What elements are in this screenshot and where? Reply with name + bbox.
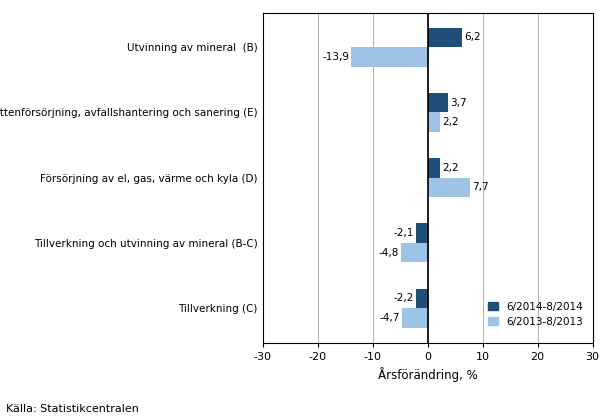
- Text: 6,2: 6,2: [464, 32, 481, 42]
- Bar: [428, 28, 462, 47]
- Bar: [428, 158, 440, 178]
- Text: -2,1: -2,1: [393, 228, 414, 238]
- Text: 7,7: 7,7: [472, 182, 489, 192]
- Text: -13,9: -13,9: [322, 52, 349, 62]
- Bar: [351, 47, 428, 67]
- Bar: [428, 93, 448, 112]
- Bar: [428, 112, 440, 132]
- Legend: 6/2014-8/2014, 6/2013-8/2013: 6/2014-8/2014, 6/2013-8/2013: [484, 297, 587, 331]
- Bar: [428, 178, 470, 197]
- Text: -2,2: -2,2: [393, 293, 414, 303]
- Text: 2,2: 2,2: [442, 163, 459, 173]
- Text: 3,7: 3,7: [450, 97, 467, 107]
- Text: -4,8: -4,8: [379, 248, 399, 258]
- Text: 2,2: 2,2: [442, 117, 459, 127]
- X-axis label: Årsförändring, %: Årsförändring, %: [378, 367, 478, 382]
- Bar: [415, 288, 428, 308]
- Bar: [401, 243, 428, 263]
- Text: -4,7: -4,7: [379, 313, 400, 323]
- Bar: [402, 308, 428, 328]
- Text: Källa: Statistikcentralen: Källa: Statistikcentralen: [6, 404, 139, 414]
- Bar: [416, 223, 428, 243]
